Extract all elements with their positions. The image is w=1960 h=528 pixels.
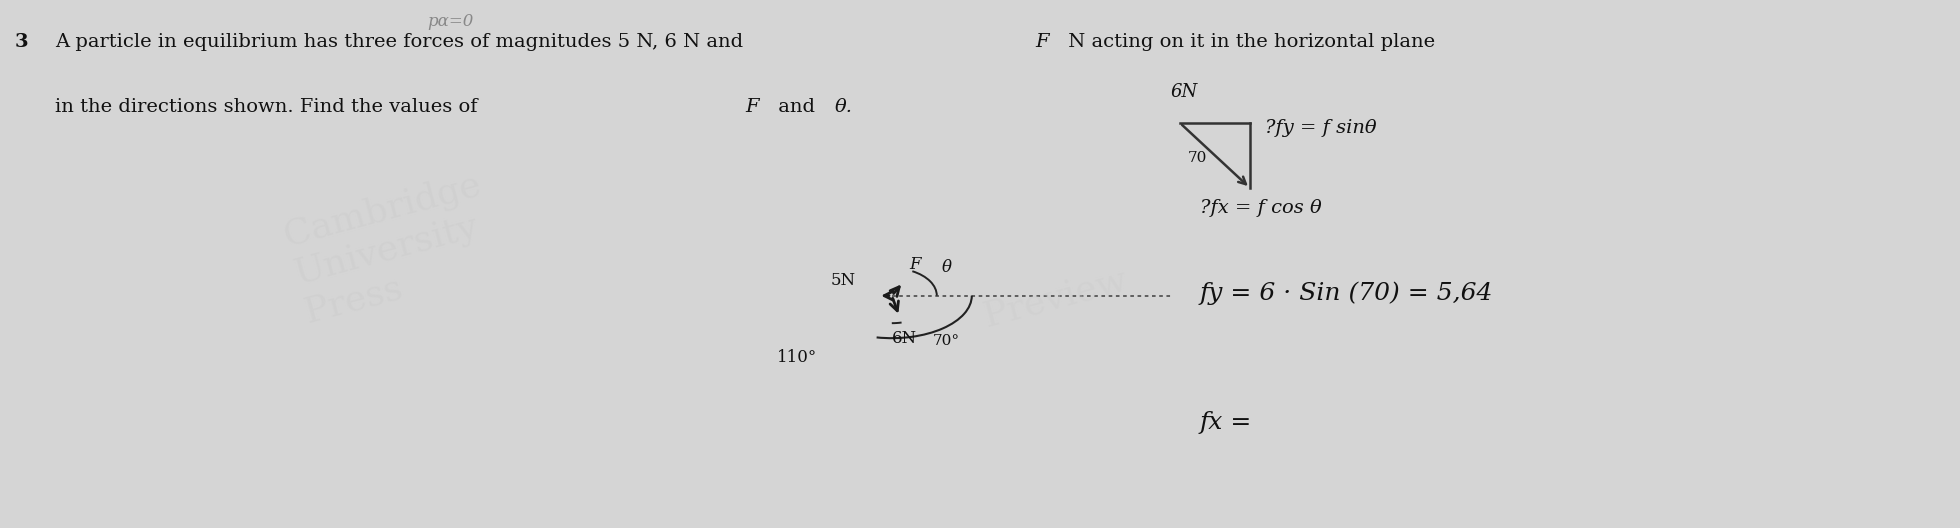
- Text: and: and: [772, 98, 821, 116]
- Text: θ.: θ.: [835, 98, 853, 116]
- FancyArrowPatch shape: [890, 298, 898, 311]
- FancyArrowPatch shape: [1182, 125, 1247, 184]
- Text: ?fx = f cos θ: ?fx = f cos θ: [1200, 199, 1321, 217]
- Text: ?fy = f sinθ: ?fy = f sinθ: [1264, 119, 1376, 137]
- Text: Cambridge
University
Press: Cambridge University Press: [280, 167, 506, 329]
- Text: 5N: 5N: [831, 272, 857, 289]
- Text: N acting on it in the horizontal plane: N acting on it in the horizontal plane: [1062, 33, 1435, 51]
- Text: θ: θ: [943, 259, 953, 276]
- Text: 3: 3: [16, 33, 29, 51]
- Text: 6N: 6N: [892, 330, 917, 347]
- Text: Preview: Preview: [980, 262, 1131, 334]
- Text: 70°: 70°: [933, 334, 960, 347]
- Text: 6N: 6N: [1170, 83, 1198, 101]
- Text: A particle in equilibrium has three forces of magnitudes 5 N, 6 N and: A particle in equilibrium has three forc…: [55, 33, 749, 51]
- Text: fy = 6 · Sin (70) = 5,64: fy = 6 · Sin (70) = 5,64: [1200, 281, 1494, 305]
- FancyArrowPatch shape: [890, 287, 900, 296]
- Text: pα=0: pα=0: [427, 13, 472, 30]
- Text: 110°: 110°: [776, 349, 817, 366]
- FancyArrowPatch shape: [884, 291, 894, 300]
- Text: fx =: fx =: [1200, 411, 1252, 435]
- Text: F: F: [1035, 33, 1049, 51]
- Text: F: F: [909, 256, 921, 273]
- Text: in the directions shown. Find the values of: in the directions shown. Find the values…: [55, 98, 484, 116]
- Text: F: F: [745, 98, 759, 116]
- Text: 70: 70: [1188, 151, 1207, 165]
